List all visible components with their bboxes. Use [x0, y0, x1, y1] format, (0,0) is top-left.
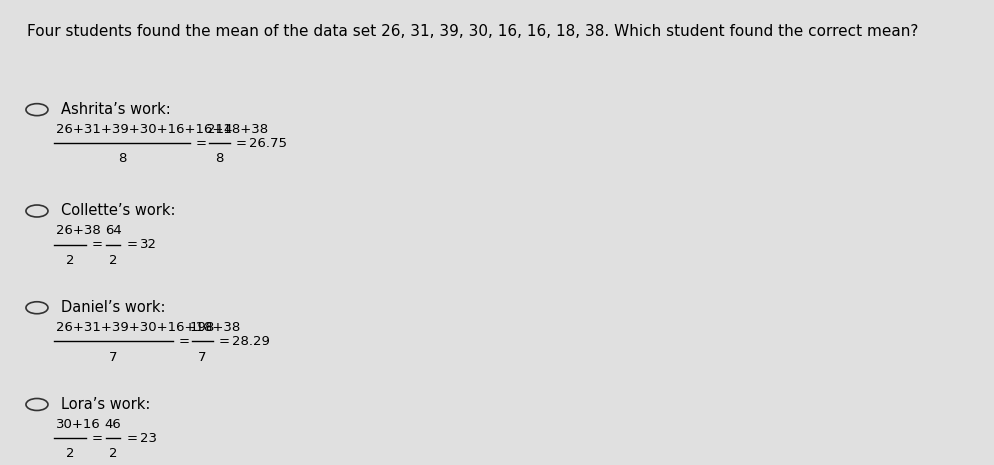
Text: 2: 2 [66, 447, 75, 460]
Text: 46: 46 [104, 418, 121, 431]
Text: =: = [126, 432, 137, 445]
Text: =: = [92, 432, 103, 445]
Text: 2: 2 [108, 254, 117, 267]
Text: 2: 2 [108, 447, 117, 460]
Text: =: = [126, 238, 137, 251]
Text: 198: 198 [190, 321, 215, 334]
Text: Daniel’s work:: Daniel’s work: [61, 300, 165, 315]
Text: 7: 7 [109, 351, 117, 364]
Text: =: = [196, 137, 207, 150]
Text: 26+38: 26+38 [56, 224, 100, 237]
Text: 23: 23 [140, 432, 157, 445]
Text: 30+16: 30+16 [56, 418, 100, 431]
Text: =: = [179, 335, 190, 348]
Text: Collette’s work:: Collette’s work: [61, 204, 175, 219]
Text: 32: 32 [140, 238, 157, 251]
Text: 2: 2 [66, 254, 75, 267]
Text: =: = [219, 335, 230, 348]
Text: =: = [236, 137, 247, 150]
Text: 26.75: 26.75 [249, 137, 287, 150]
Text: 26+31+39+30+16+18+38: 26+31+39+30+16+18+38 [56, 321, 240, 334]
Text: 7: 7 [198, 351, 207, 364]
Text: 8: 8 [216, 153, 224, 166]
Text: 8: 8 [117, 153, 126, 166]
Text: 28.29: 28.29 [233, 335, 270, 348]
Text: 64: 64 [104, 224, 121, 237]
Text: Lora’s work:: Lora’s work: [61, 397, 150, 412]
Text: Ashrita’s work:: Ashrita’s work: [61, 102, 170, 117]
Text: 214: 214 [207, 123, 233, 136]
Text: =: = [92, 238, 103, 251]
Text: Four students found the mean of the data set 26, 31, 39, 30, 16, 16, 18, 38. Whi: Four students found the mean of the data… [27, 25, 918, 40]
Text: 26+31+39+30+16+16+18+38: 26+31+39+30+16+16+18+38 [56, 123, 267, 136]
